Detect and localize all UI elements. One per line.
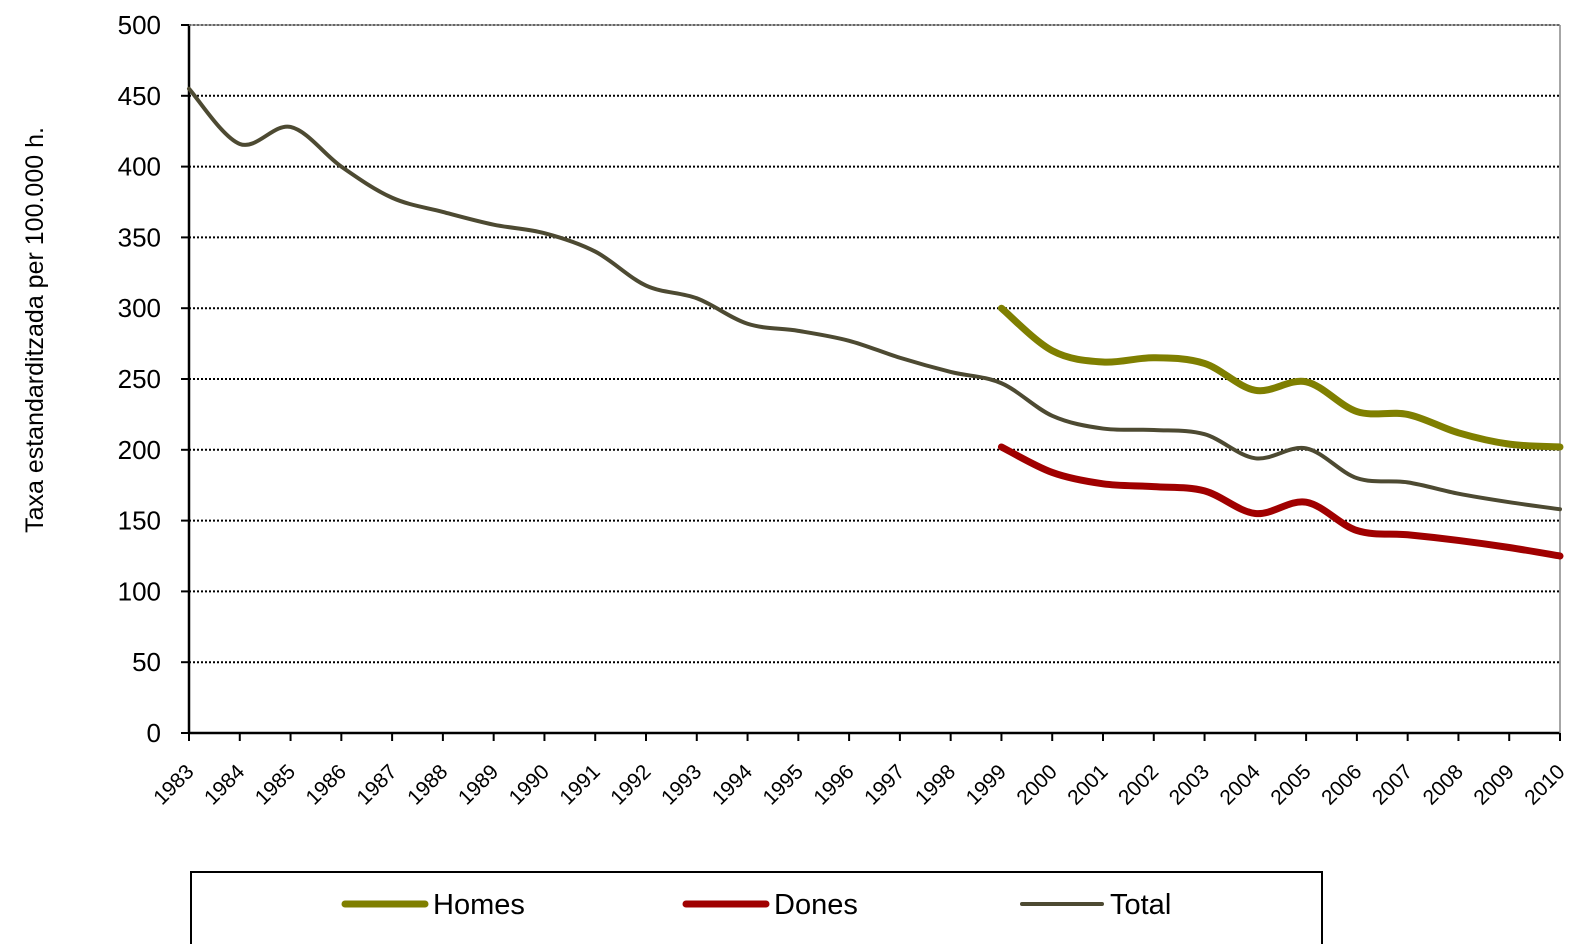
y-tick-label: 500 — [118, 10, 161, 40]
x-tick-label: 1992 — [606, 760, 655, 809]
x-tick-label: 1989 — [454, 760, 503, 809]
y-tick-label: 150 — [118, 506, 161, 536]
x-tick-label: 2004 — [1216, 760, 1266, 810]
series-lines — [187, 86, 1564, 560]
legend: Homes Dones Total — [190, 871, 1323, 944]
x-tick-label: 2000 — [1012, 760, 1061, 809]
x-tick-label: 2005 — [1266, 760, 1315, 809]
x-tick-label: 1983 — [149, 760, 198, 809]
x-tick-label: 2003 — [1165, 760, 1214, 809]
y-axis-label: Taxa estandarditzada per 100.000 h. — [21, 127, 49, 533]
legend-box — [190, 871, 1323, 944]
y-tick-labels: 0 50 100 150 200 250 300 350 400 450 500 — [118, 10, 161, 748]
x-tick-label: 1984 — [200, 760, 250, 810]
x-tick-label: 2008 — [1419, 760, 1468, 809]
x-tick-label: 2001 — [1063, 760, 1112, 809]
legend-label-dones: Dones — [774, 889, 858, 921]
x-tick-label: 1987 — [352, 760, 401, 809]
y-tick-label: 250 — [118, 364, 161, 394]
legend-label-homes: Homes — [433, 889, 525, 921]
axes — [181, 24, 1561, 741]
x-tick-label: 1986 — [302, 760, 351, 809]
x-tick-label: 1993 — [657, 760, 706, 809]
y-tick-label: 300 — [118, 293, 161, 323]
x-tick-label: 1985 — [251, 760, 300, 809]
y-tick-label: 50 — [132, 647, 161, 677]
x-tick-label: 1996 — [809, 760, 858, 809]
x-tick-label: 2009 — [1469, 760, 1518, 809]
gridlines — [189, 24, 1560, 664]
x-tick-label: 2007 — [1368, 760, 1417, 809]
x-tick-label: 1990 — [505, 760, 554, 809]
x-tick-label: 1999 — [962, 760, 1011, 809]
y-tick-label: 350 — [118, 222, 161, 252]
x-tick-label: 1994 — [708, 760, 758, 810]
x-tick-label: 1995 — [759, 760, 808, 809]
y-tick-label: 400 — [118, 152, 161, 182]
y-tick-label: 200 — [118, 435, 161, 465]
x-tick-label: 1991 — [555, 760, 604, 809]
x-tick-label: 1998 — [911, 760, 960, 809]
x-tick-label: 2006 — [1317, 760, 1366, 809]
x-tick-label: 1997 — [860, 760, 909, 809]
legend-label-total: Total — [1110, 889, 1171, 921]
x-tick-label: 1988 — [403, 760, 452, 809]
series-line-total — [187, 86, 1562, 512]
x-tick-label: 2002 — [1114, 760, 1163, 809]
y-tick-label: 100 — [118, 576, 161, 606]
x-tick-labels: 1983 1984 1985 1986 1987 1988 1989 1990 1991 1992… — [149, 760, 1569, 810]
series-line-homes — [997, 304, 1564, 451]
y-tick-label: 0 — [147, 718, 161, 748]
y-tick-label: 450 — [118, 81, 161, 111]
x-tick-label: 2010 — [1520, 760, 1569, 809]
series-line-dones — [997, 443, 1564, 560]
